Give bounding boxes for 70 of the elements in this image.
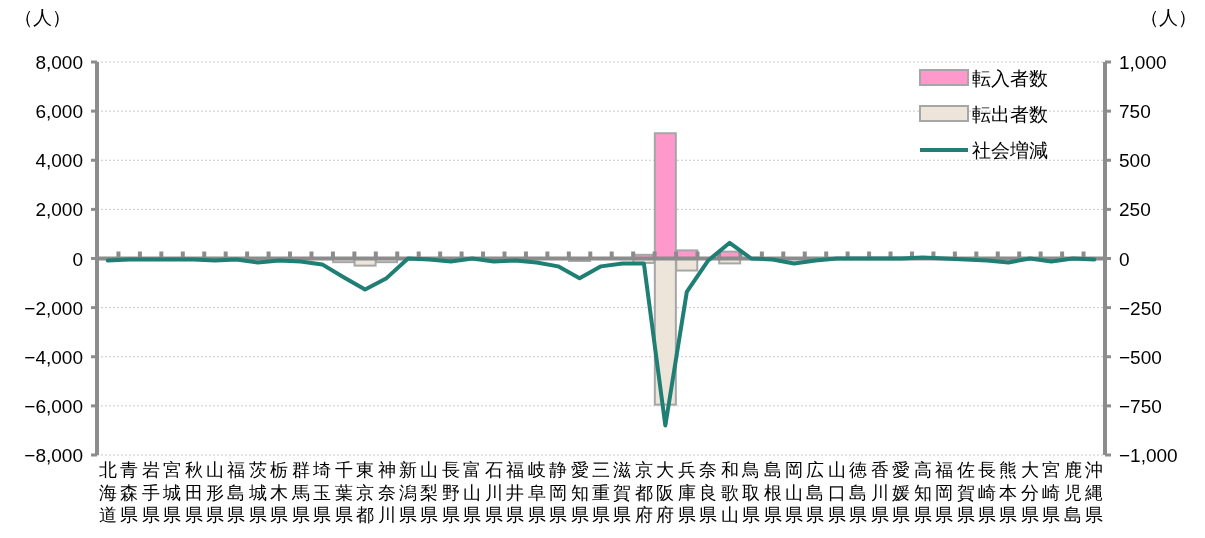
x-tick-label: 山形県 xyxy=(205,460,224,525)
y2-tick-label: −250 xyxy=(1119,297,1162,319)
y-tick-label: 0 xyxy=(72,248,83,270)
legend-label: 転入者数 xyxy=(972,68,1048,89)
x-tick-label: 福井県 xyxy=(506,460,525,525)
x-tick-label: 広島県 xyxy=(806,460,825,525)
x-tick-label: 京都府 xyxy=(634,460,653,525)
x-tick-label: 長野県 xyxy=(441,460,460,525)
x-tick-label: 宮崎県 xyxy=(1042,460,1061,525)
x-tick-label: 東京都 xyxy=(356,460,375,525)
y-tick-label: 4,000 xyxy=(35,150,83,172)
legend-label: 転出者数 xyxy=(972,104,1048,125)
x-tick-label: 北海道 xyxy=(98,460,117,525)
x-tick-label: 岩手県 xyxy=(141,460,160,525)
x-tick-label: 大阪府 xyxy=(656,460,675,525)
x-tick-label: 宮城県 xyxy=(162,460,182,525)
y-tick-label: 6,000 xyxy=(35,101,83,123)
y-tick-label: −4,000 xyxy=(24,346,83,368)
x-tick-label: 山梨県 xyxy=(420,460,439,525)
x-tick-label: 新潟県 xyxy=(398,460,417,525)
y2-tick-label: 500 xyxy=(1119,150,1151,172)
x-tick-label: 愛知県 xyxy=(570,460,589,525)
x-tick-label: 静岡県 xyxy=(549,460,568,525)
x-tick-label: 熊本県 xyxy=(999,460,1018,525)
y-tick-label: −2,000 xyxy=(24,297,83,319)
x-tick-label: 佐賀県 xyxy=(956,460,975,525)
x-tick-label: 石川県 xyxy=(484,460,503,525)
x-tick-label: 岡山県 xyxy=(785,460,804,525)
x-tick-label: 鳥取県 xyxy=(741,460,761,525)
y-axis-title: （人） xyxy=(14,7,71,28)
x-tick-label: 群馬県 xyxy=(290,460,310,525)
x-tick-label: 兵庫県 xyxy=(677,460,696,525)
y2-tick-label: −500 xyxy=(1119,346,1162,368)
x-tick-label: 香川県 xyxy=(870,460,889,525)
y2-axis-title: （人） xyxy=(1140,7,1197,28)
x-tick-label: 滋賀県 xyxy=(613,460,632,525)
x-tick-label: 島根県 xyxy=(763,460,782,525)
y-tick-label: −8,000 xyxy=(24,445,83,466)
x-tick-label: 福島県 xyxy=(227,460,246,525)
x-tick-label: 福岡県 xyxy=(935,460,954,525)
x-tick-label: 富山県 xyxy=(463,460,482,525)
x-tick-label: 大分県 xyxy=(1020,460,1039,525)
y2-tick-label: −750 xyxy=(1119,395,1162,417)
x-tick-label: 埼玉県 xyxy=(312,460,332,525)
x-tick-label: 栃木県 xyxy=(270,460,289,525)
y2-tick-label: −1,000 xyxy=(1119,445,1178,466)
x-tick-label: 山口県 xyxy=(827,460,846,525)
x-tick-label: 長崎県 xyxy=(978,460,997,525)
x-tick-label: 高知県 xyxy=(913,460,932,525)
y2-tick-label: 250 xyxy=(1119,199,1151,221)
y-tick-label: −6,000 xyxy=(24,395,83,417)
x-tick-label: 愛媛県 xyxy=(892,460,911,525)
x-tick-label: 徳島県 xyxy=(849,460,868,525)
x-tick-label: 茨城県 xyxy=(247,460,267,525)
x-tick-label: 神奈川 xyxy=(377,460,396,525)
x-tick-label: 千葉県 xyxy=(334,460,353,525)
x-tick-label: 三重県 xyxy=(592,460,610,525)
x-tick-label: 和歌山 xyxy=(720,460,739,525)
x-tick-label: 鹿児島 xyxy=(1063,460,1082,525)
x-tick-label: 岐阜県 xyxy=(527,460,546,525)
y2-tick-label: 0 xyxy=(1119,248,1130,270)
y-tick-label: 2,000 xyxy=(35,199,83,221)
x-tick-label: 沖縄県 xyxy=(1084,460,1104,525)
y2-tick-label: 1,000 xyxy=(1119,52,1167,73)
y2-tick-label: 750 xyxy=(1119,101,1151,123)
x-tick-label: 青森県 xyxy=(120,460,139,525)
x-tick-label: 奈良県 xyxy=(699,460,718,525)
x-tick-label: 秋田県 xyxy=(184,460,203,525)
y-tick-label: 8,000 xyxy=(35,52,83,73)
legend-label: 社会増減 xyxy=(972,140,1048,161)
